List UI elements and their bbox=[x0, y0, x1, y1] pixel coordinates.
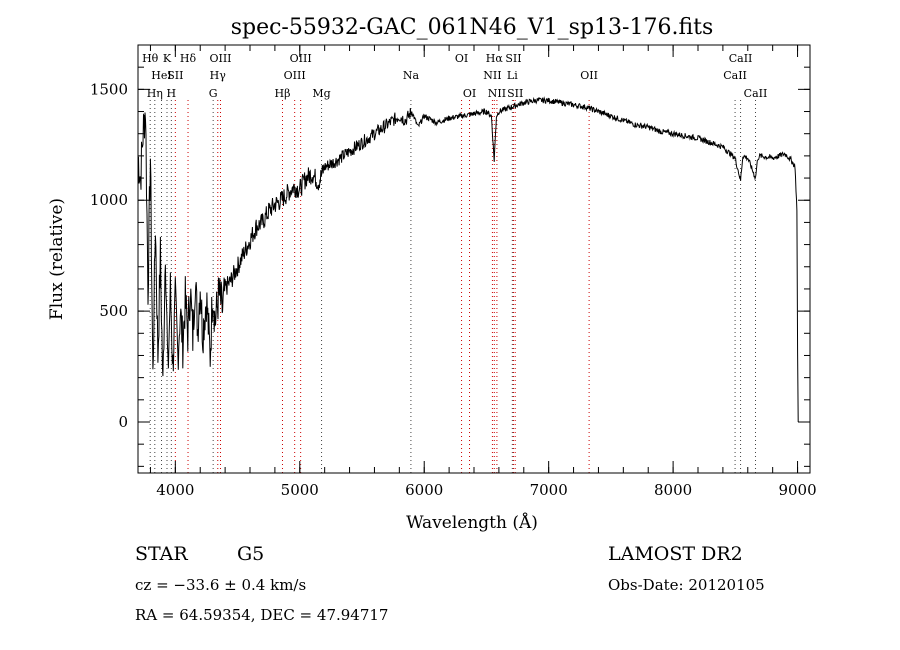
spectral-line-label-16: OI bbox=[463, 87, 476, 100]
plot-frame bbox=[137, 44, 811, 474]
axis-ticks-layer: 4000 5000 6000 7000 8000 9000 0 500 1000 1500 bbox=[90, 44, 817, 499]
spectral-line-label-19: NII bbox=[488, 87, 506, 100]
spectral-line-label-21: SII bbox=[505, 52, 521, 65]
spectral-line-label-0: Hθ bbox=[142, 52, 159, 65]
spectral-line-label-26: CaII bbox=[744, 87, 768, 100]
x-tick-label-2: 6000 bbox=[405, 481, 443, 499]
x-tick-label-5: 9000 bbox=[778, 481, 816, 499]
spectral-line-label-17: NII bbox=[483, 69, 501, 82]
spectral-line-label-23: OII bbox=[580, 69, 598, 82]
spectral-line-label-5: SII bbox=[167, 69, 183, 82]
object-subclass: G5 bbox=[237, 543, 264, 565]
spectral-line-label-6: Hδ bbox=[180, 52, 197, 65]
spectral-line-label-24: CaII bbox=[723, 69, 747, 82]
chart-title: spec-55932-GAC_061N46_V1_sp13-176.fits bbox=[231, 15, 714, 40]
spectral-line-label-3: K bbox=[163, 52, 172, 65]
object-type: STAR bbox=[135, 543, 188, 565]
redshift-value: cz = −33.6 ± 0.4 km/s bbox=[135, 576, 306, 594]
y-axis-label: Flux (relative) bbox=[47, 198, 67, 320]
spectral-line-label-13: Mg bbox=[312, 87, 330, 100]
spectral-line-label-12: OIII bbox=[290, 52, 312, 65]
spectrum-series-line bbox=[137, 96, 799, 423]
spectral-line-label-4: H bbox=[167, 87, 177, 100]
y-tick-label-2: 1000 bbox=[90, 191, 128, 209]
x-tick-label-3: 7000 bbox=[530, 481, 568, 499]
x-tick-label-0: 4000 bbox=[156, 481, 194, 499]
spectral-lines-layer: Hθ HeI Hη K H SII Hδ Hγ G OIII Hβ OIII OIII Mg Na OI OI N… bbox=[142, 52, 767, 473]
spectral-line-label-18: Hα bbox=[486, 52, 504, 65]
spectral-line-label-25: CaII bbox=[729, 52, 753, 65]
y-tick-label-0: 0 bbox=[118, 413, 128, 431]
spectral-line-label-1: HeI bbox=[151, 69, 171, 82]
spectral-line-label-10: Hβ bbox=[275, 87, 291, 100]
spectral-line-label-9: OIII bbox=[209, 52, 231, 65]
spectral-line-label-22: SII bbox=[507, 87, 523, 100]
spectral-line-label-7: Hγ bbox=[210, 69, 227, 82]
spectral-line-label-11: OIII bbox=[284, 69, 306, 82]
survey-name: LAMOST DR2 bbox=[608, 543, 743, 565]
spectral-line-label-14: Na bbox=[403, 69, 420, 82]
x-tick-label-1: 5000 bbox=[281, 481, 319, 499]
y-tick-label-3: 1500 bbox=[90, 80, 128, 98]
spectral-line-label-20: Li bbox=[507, 69, 518, 82]
x-tick-label-4: 8000 bbox=[654, 481, 692, 499]
spectral-line-label-2: Hη bbox=[147, 87, 163, 100]
spectral-line-label-15: OI bbox=[455, 52, 468, 65]
coordinates: RA = 64.59354, DEC = 47.94717 bbox=[135, 606, 388, 624]
x-axis-label: Wavelength (Å) bbox=[406, 512, 538, 533]
y-tick-label-1: 500 bbox=[99, 302, 128, 320]
spectral-line-label-8: G bbox=[209, 87, 218, 100]
observation-date: Obs-Date: 20120105 bbox=[608, 576, 765, 594]
